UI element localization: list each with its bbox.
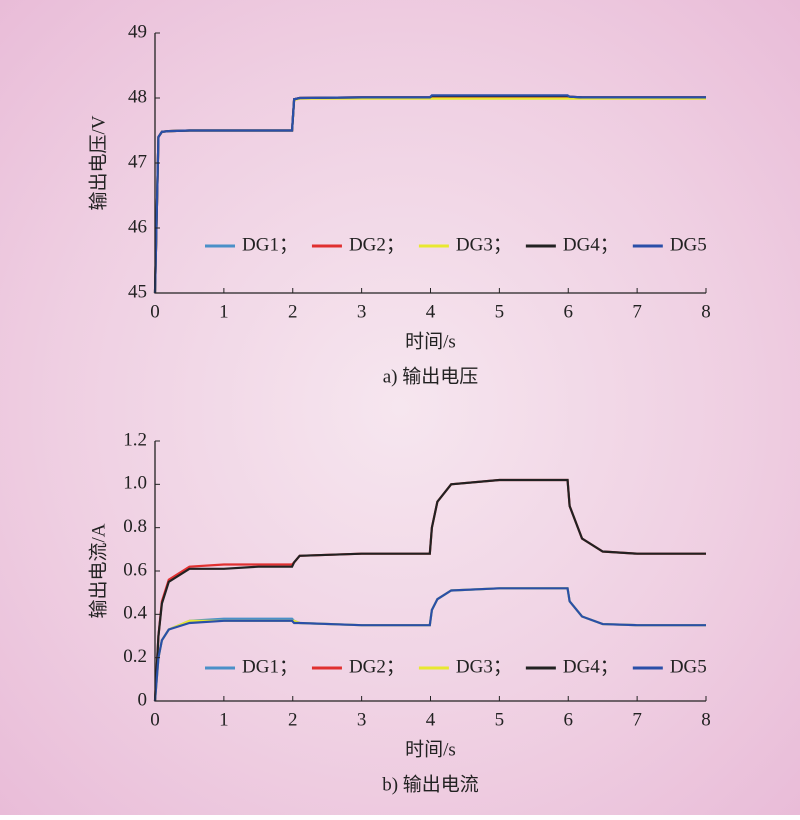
y-tick-label: 1.0 [123,473,147,494]
x-tick-label: 1 [219,301,229,322]
y-tick-label: 0.2 [123,646,147,667]
x-tick-label: 5 [495,301,505,322]
y-tick-label: 46 [128,216,147,237]
x-tick-label: 3 [357,301,367,322]
axis-line [154,441,706,702]
x-tick-label: 1 [219,709,229,730]
data-line [153,96,706,294]
x-tick-label: 8 [701,301,711,322]
y-tick-label: 49 [128,21,147,42]
y-axis-label: 输出电压/V [87,115,109,210]
x-tick-label: 8 [701,709,711,730]
data-line [153,478,706,702]
legend-label: DG2； [349,656,405,677]
y-axis-label: 输出电流/A [87,523,109,618]
x-tick-label: 4 [426,301,436,322]
data-line [153,94,706,294]
legend-label: DG4； [563,234,619,255]
legend-label: DG3； [456,234,512,255]
y-tick-label: 0.4 [123,603,147,624]
x-tick-label: 4 [426,709,436,730]
x-tick-label: 2 [288,301,298,322]
x-tick-label: 0 [150,709,160,730]
x-tick-label: 2 [288,709,298,730]
y-tick-label: 1.2 [123,429,147,450]
data-line [153,94,706,294]
legend-label: DG3； [456,656,512,677]
x-axis-label: 时间/s [405,330,456,352]
x-tick-label: 7 [632,301,642,322]
axis-line [154,33,706,294]
y-tick-label: 0 [138,689,148,710]
legend-label: DG5 [670,234,707,255]
x-tick-label: 3 [357,709,367,730]
data-line [153,95,706,294]
x-axis-label: 时间/s [405,738,456,760]
caption: b) 输出电流 [382,773,479,795]
legend-label: DG1； [242,234,298,255]
data-line [153,587,706,702]
caption: a) 输出电压 [383,365,479,387]
data-line [153,587,706,702]
legend-label: DG5 [670,656,707,677]
x-tick-label: 7 [632,709,642,730]
x-tick-label: 5 [495,709,505,730]
legend-label: DG2； [349,234,405,255]
y-tick-label: 48 [128,86,147,107]
y-tick-label: 45 [128,281,147,302]
y-tick-label: 0.8 [123,516,147,537]
y-tick-label: 0.6 [123,559,147,580]
legend-label: DG4； [563,656,619,677]
data-line [153,97,706,294]
legend-label: DG1； [242,656,298,677]
data-line [153,587,706,702]
y-tick-label: 47 [128,151,147,172]
x-tick-label: 0 [150,301,160,322]
x-tick-label: 6 [564,709,574,730]
x-tick-label: 6 [564,301,574,322]
